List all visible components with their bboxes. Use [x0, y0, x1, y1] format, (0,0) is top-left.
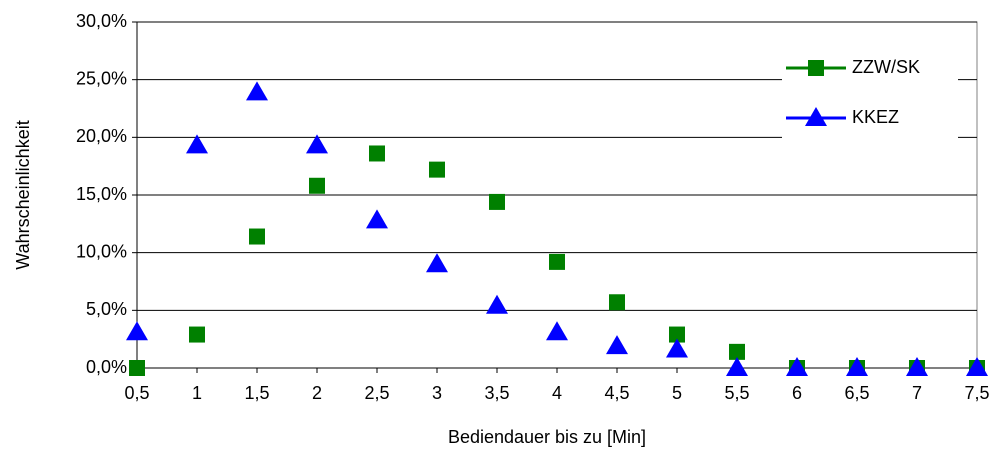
legend-label: KKEZ	[852, 107, 899, 127]
data-point	[786, 357, 808, 376]
x-tick-label: 6,5	[844, 383, 869, 403]
x-tick-label: 1	[192, 383, 202, 403]
data-point	[189, 326, 205, 343]
data-point	[489, 193, 505, 210]
data-point	[609, 294, 625, 311]
data-point	[906, 357, 928, 376]
data-point	[309, 177, 325, 194]
data-point	[249, 228, 265, 245]
data-point	[186, 134, 208, 154]
data-point	[369, 145, 385, 162]
x-tick-label: 7	[912, 383, 922, 403]
y-tick-label: 30,0%	[76, 11, 127, 31]
data-point	[486, 294, 508, 314]
y-tick-label: 25,0%	[76, 68, 127, 88]
data-point	[426, 253, 448, 273]
x-tick-label: 6	[792, 383, 802, 403]
x-tick-label: 0,5	[124, 383, 149, 403]
data-point	[666, 338, 688, 358]
x-tick-label: 5,5	[724, 383, 749, 403]
x-axis-label: Bediendauer bis zu [Min]	[448, 427, 646, 447]
x-tick-label: 2,5	[364, 383, 389, 403]
x-tick-label: 3	[432, 383, 442, 403]
y-tick-label: 15,0%	[76, 184, 127, 204]
data-point	[429, 161, 445, 178]
data-point	[546, 321, 568, 341]
y-tick-label: 0,0%	[86, 357, 127, 377]
data-point	[669, 326, 685, 343]
data-point	[966, 357, 988, 376]
x-tick-label: 2	[312, 383, 322, 403]
data-point	[129, 360, 145, 376]
data-point	[306, 134, 328, 154]
y-axis-label: Wahrscheinlichkeit	[13, 120, 33, 269]
data-point	[246, 81, 268, 101]
y-tick-label: 5,0%	[86, 299, 127, 319]
y-tick-label: 10,0%	[76, 241, 127, 261]
data-point	[126, 321, 148, 341]
x-tick-label: 7,5	[964, 383, 989, 403]
data-point	[729, 343, 745, 360]
legend-marker	[805, 107, 827, 126]
x-tick-label: 3,5	[484, 383, 509, 403]
x-tick-label: 5	[672, 383, 682, 403]
data-point	[549, 253, 565, 270]
data-point	[846, 357, 868, 376]
legend-label: ZZW/SK	[852, 57, 920, 77]
data-point	[366, 209, 388, 229]
data-point	[726, 357, 748, 376]
legend-marker	[808, 60, 824, 76]
data-point	[606, 335, 628, 355]
x-tick-label: 4,5	[604, 383, 629, 403]
x-tick-label: 4	[552, 383, 562, 403]
y-tick-label: 20,0%	[76, 126, 127, 146]
x-tick-label: 1,5	[244, 383, 269, 403]
